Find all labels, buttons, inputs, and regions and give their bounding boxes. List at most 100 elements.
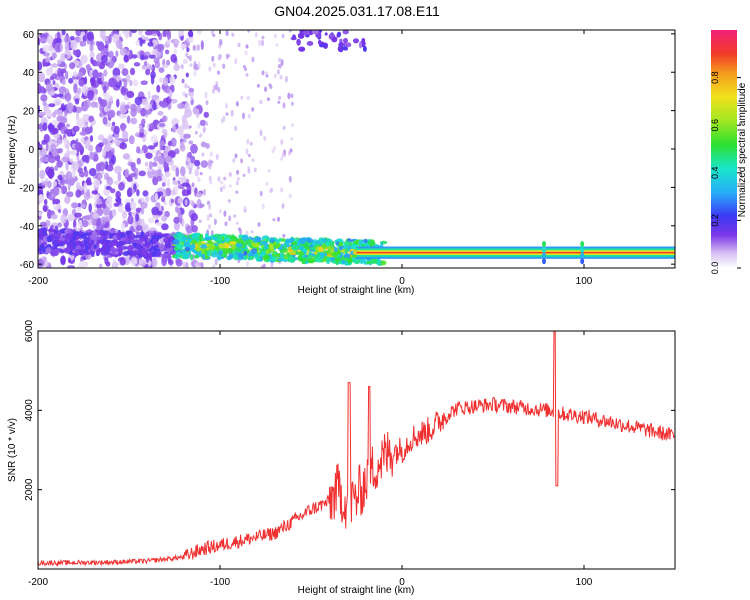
spectrogram-cell — [225, 30, 229, 37]
spectrogram-cell — [121, 68, 129, 77]
spectrogram-cell — [129, 67, 136, 76]
spectrogram-cell — [79, 234, 85, 239]
spectrogram-cell — [542, 246, 546, 253]
spectrogram-cell — [89, 151, 95, 160]
spectrogram-cell — [280, 139, 284, 145]
spectrogram-cell — [60, 214, 67, 224]
spectrogram-cell — [273, 33, 277, 39]
spectrogram-ylabel: Frequency (Hz) — [7, 116, 18, 185]
spectrogram-cell — [64, 41, 70, 52]
spectrogram-cell — [218, 250, 223, 256]
spectrogram-cell — [66, 102, 74, 112]
spectrogram-cell — [117, 172, 122, 182]
spectrogram-cell — [145, 68, 151, 76]
spectrogram-cell — [208, 175, 212, 182]
spectrogram-cell — [138, 30, 143, 36]
spectrogram-cell — [261, 35, 265, 40]
spectrogram-cell — [342, 244, 347, 249]
spectrogram-cell — [173, 221, 180, 231]
spectrogram-cell — [272, 218, 276, 222]
spectrogram-cell — [199, 172, 203, 176]
spectrogram-cell — [101, 73, 105, 83]
spectrogram-cell — [268, 83, 272, 87]
spectrogram-cell — [353, 38, 359, 44]
spectrogram-cell — [179, 217, 183, 224]
spectrogram-cell — [45, 166, 52, 176]
spectrogram-cell — [103, 85, 107, 94]
spectrogram-cell — [167, 141, 173, 147]
spectrogram-cell — [326, 250, 332, 255]
spectrogram-cell — [112, 79, 116, 87]
spectrogram-cell — [73, 243, 77, 249]
spectrogram-cell — [145, 152, 153, 159]
spectrogram-cell — [96, 203, 103, 209]
spectrogram-cell — [91, 218, 96, 226]
spectrogram-cell — [133, 62, 141, 67]
spectrogram-cell — [174, 185, 179, 193]
spectrogram-cell — [169, 98, 178, 104]
spectrogram-cell — [82, 114, 90, 123]
spectrogram-cell — [191, 225, 198, 233]
spectrogram-cell — [104, 216, 112, 222]
spectrogram-cell — [38, 72, 46, 83]
spectrogram-cell — [256, 257, 261, 262]
spectrogram-cell — [140, 107, 147, 117]
spectrogram-cell — [580, 241, 585, 247]
spectrogram-cell — [195, 232, 200, 238]
spectrogram-cell — [217, 176, 221, 183]
spectrogram-cell — [186, 189, 192, 195]
spectrogram-cell — [158, 67, 165, 73]
spectrogram-cell — [123, 54, 129, 63]
spectrogram-cell — [140, 80, 148, 85]
spectrogram-cell — [75, 245, 82, 250]
spectrogram-cell — [243, 205, 247, 212]
spectrogram-cell — [157, 168, 162, 176]
spectrogram-cell — [43, 199, 48, 205]
spectrogram-cell — [251, 56, 255, 63]
spectrogram-cell — [57, 222, 62, 228]
spectrogram-cell — [57, 67, 62, 78]
spectrogram-cell — [53, 109, 62, 115]
spectrogram-cell — [173, 216, 180, 224]
spectrogram-cell — [201, 253, 206, 260]
spectrogram-cell — [227, 199, 231, 203]
spectrogram-cell — [101, 199, 107, 209]
spectrogram-cell — [189, 63, 193, 67]
spectrogram-cell — [102, 246, 108, 251]
spectrogram-cell — [274, 243, 280, 249]
spectrogram-cell — [206, 214, 210, 221]
spectrogram-cell — [265, 181, 269, 186]
spectrogram-cell — [116, 75, 120, 82]
spectrogram-cell — [297, 32, 305, 39]
spectrogram-cell — [220, 118, 224, 124]
spectrogram-cell — [75, 189, 82, 198]
spectrogram-cell — [164, 171, 171, 178]
spectrogram-cell — [141, 249, 146, 256]
spectrogram-cell — [74, 212, 82, 218]
spectrogram-cell — [92, 69, 99, 79]
spectrogram-cell — [288, 256, 296, 263]
spectrogram-cell — [290, 93, 294, 99]
spectrogram-cell — [277, 64, 281, 69]
spectrogram-cell — [147, 41, 154, 47]
spectrogram-cell — [344, 257, 349, 262]
spectrogram-cell — [113, 180, 120, 186]
spectrogram-cell — [161, 182, 166, 187]
spectrogram-cell — [189, 254, 194, 261]
x-tick-label: 0 — [399, 276, 405, 287]
spectrogram-cell — [205, 233, 209, 238]
spectrogram-cell — [164, 243, 171, 247]
spectrogram-cell — [96, 197, 102, 205]
spectrogram-cell — [281, 203, 285, 209]
spectrogram-cell — [242, 112, 245, 120]
spectrogram-cell — [130, 107, 137, 117]
spectrogram-cell — [107, 109, 116, 118]
spectrogram-cell — [190, 155, 196, 164]
spectrogram-cell — [273, 253, 280, 257]
spectrogram-cell — [194, 159, 201, 167]
spectrogram-cell — [188, 87, 195, 93]
spectrogram-cell — [168, 259, 174, 266]
snr-background — [38, 331, 675, 569]
spectrogram-cell — [208, 224, 211, 230]
spectrogram-cell — [72, 149, 78, 156]
